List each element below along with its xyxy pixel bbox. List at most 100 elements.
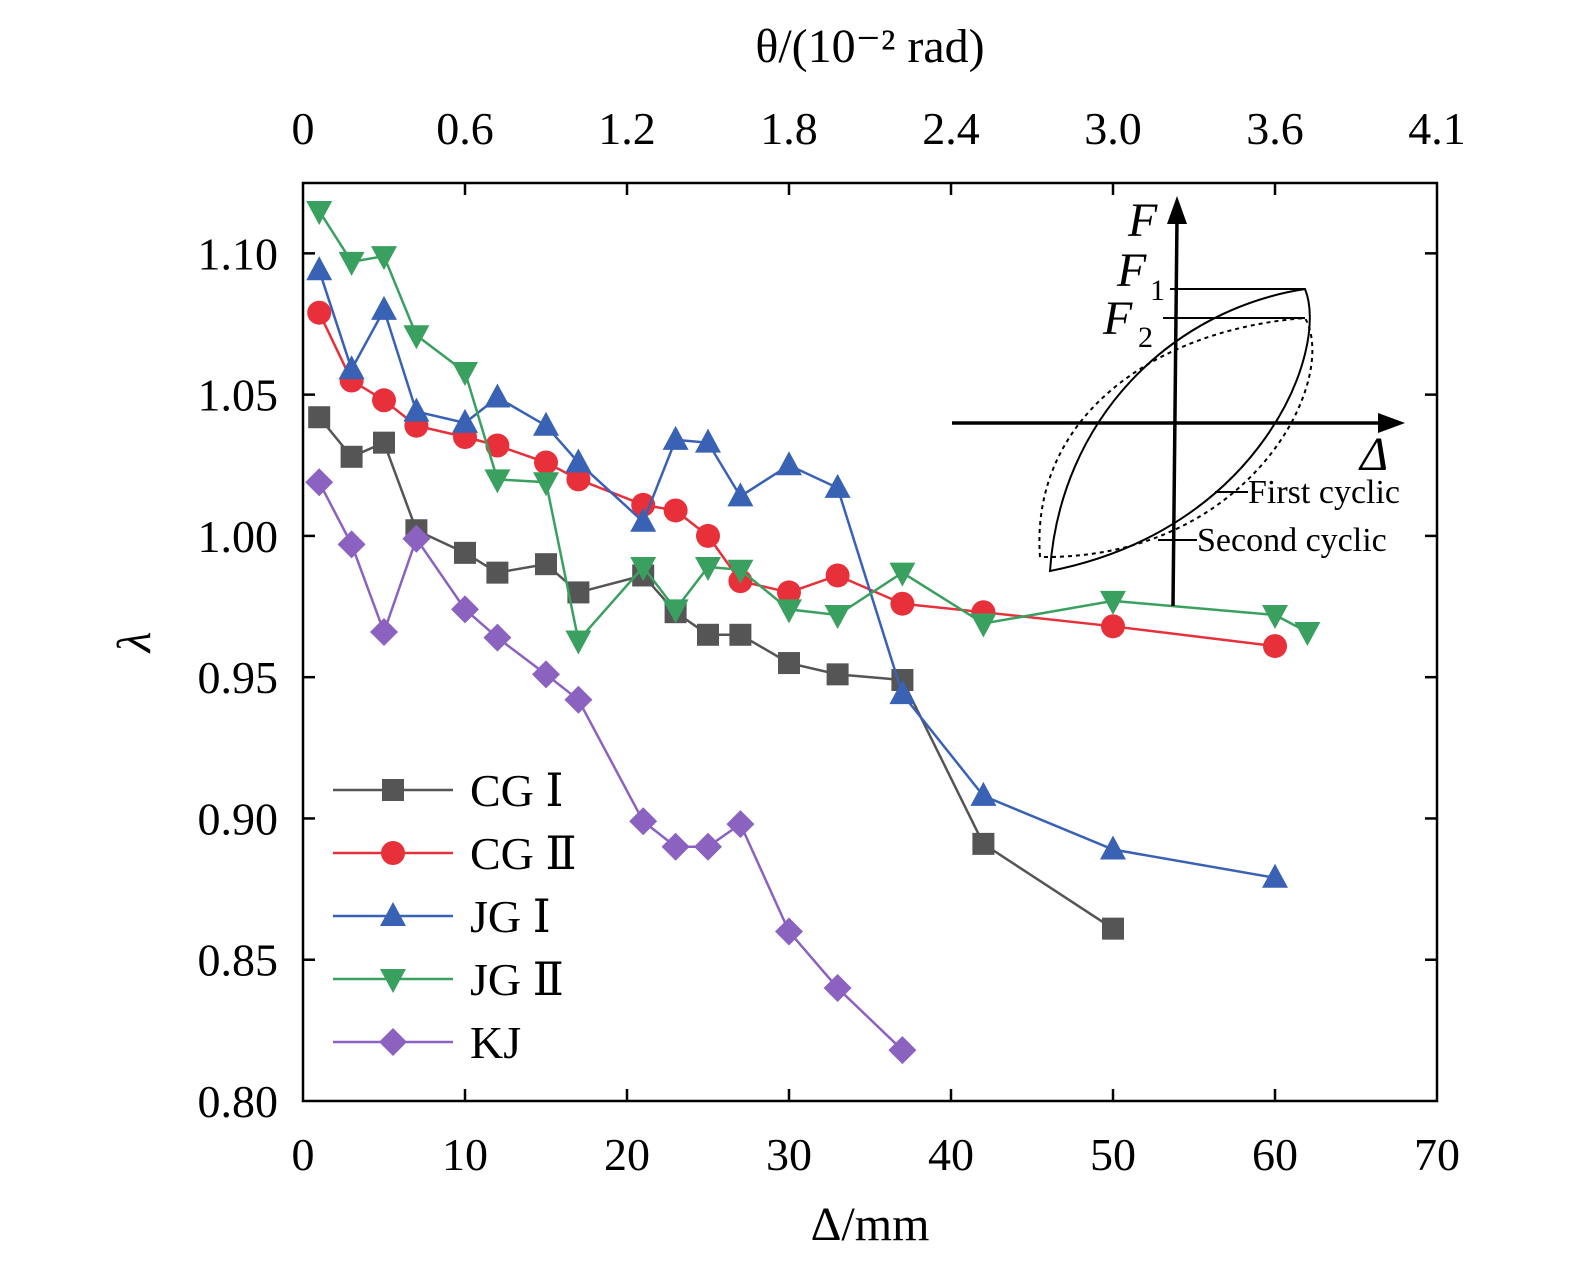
data-point — [454, 541, 476, 564]
data-point — [451, 595, 479, 624]
data-point — [729, 623, 752, 646]
x-tick-label: 30 — [766, 1129, 812, 1180]
plot-frame — [301, 181, 1439, 1103]
data-point — [776, 451, 802, 476]
top-tick-label: 1.8 — [760, 103, 818, 154]
data-point — [695, 428, 721, 453]
data-point — [889, 562, 916, 587]
y-tick-label: 0.80 — [198, 1076, 279, 1127]
first-cycle-label: First cyclic — [1248, 474, 1400, 511]
data-point — [663, 498, 688, 523]
data-point — [631, 492, 656, 517]
data-point — [371, 295, 397, 320]
x-tick-label: 10 — [442, 1129, 488, 1180]
data-point — [308, 406, 331, 429]
inset-f2-subscript: 2 — [1138, 321, 1153, 354]
data-point — [889, 680, 916, 705]
data-point — [452, 362, 478, 387]
data-point — [371, 246, 397, 271]
inset-y-axis — [1171, 217, 1179, 607]
data-point — [630, 507, 657, 532]
data-point — [306, 256, 333, 281]
top-tick-label: 3.0 — [1084, 103, 1142, 154]
data-point — [824, 605, 851, 630]
top-tick-label: 0 — [292, 103, 315, 154]
top-tick-label: 4.1 — [1408, 103, 1466, 154]
inset-f2-label: F — [1102, 292, 1133, 345]
data-point — [340, 445, 363, 468]
top-tick-label: 1.2 — [598, 103, 656, 154]
data-point — [307, 300, 332, 325]
series-line — [318, 481, 904, 1052]
axis-ticks — [303, 183, 1437, 1101]
data-point — [452, 408, 478, 433]
legend-label: CG Ⅰ — [470, 765, 564, 816]
data-point — [370, 617, 398, 646]
data-point — [826, 663, 849, 686]
data-point — [662, 425, 689, 450]
data-point — [306, 200, 333, 225]
data-point — [484, 383, 511, 408]
series-2 — [306, 256, 1288, 888]
data-point — [1101, 614, 1125, 639]
legend: CG Ⅰ CG Ⅱ JG Ⅰ JG Ⅱ KJ — [333, 765, 577, 1068]
legend-label: JG Ⅱ — [470, 954, 564, 1005]
data-point — [825, 563, 850, 588]
data-point — [372, 388, 396, 413]
data-point — [662, 599, 689, 624]
x-tick-label: 40 — [928, 1129, 974, 1180]
inset-delta-axis-label: Δ — [1358, 428, 1388, 481]
data-point — [1294, 621, 1321, 646]
y-axis-title: λ — [108, 632, 161, 655]
data-point — [567, 581, 590, 604]
data-point — [403, 397, 430, 422]
inset-x-arrowhead — [1378, 413, 1405, 433]
x-axis-title: Δ/mm — [811, 1198, 930, 1251]
series-line — [318, 269, 1276, 880]
legend-label: CG Ⅱ — [470, 828, 577, 879]
top-tick-label: 2.4 — [922, 103, 980, 154]
data-point — [533, 411, 559, 436]
data-point — [824, 473, 851, 498]
data-point — [972, 832, 995, 855]
top-tick-label: 0.6 — [436, 103, 494, 154]
data-point — [566, 467, 591, 492]
legend-marker — [380, 969, 406, 993]
data-point — [970, 613, 997, 638]
data-point — [1100, 590, 1126, 615]
data-point — [694, 832, 722, 861]
data-point — [565, 630, 592, 655]
y-tick-label: 0.90 — [198, 793, 279, 844]
data-point — [1263, 634, 1287, 659]
legend-marker — [379, 1028, 407, 1056]
y-tick-label: 0.85 — [198, 935, 279, 986]
data-point — [484, 469, 511, 494]
data-point — [661, 832, 690, 861]
data-point — [485, 433, 510, 458]
data-point — [1262, 863, 1288, 888]
data-point — [305, 468, 334, 497]
inset-y-arrowhead — [1167, 196, 1187, 224]
x-tick-label: 20 — [604, 1129, 650, 1180]
data-point — [403, 325, 430, 350]
y-tick-label: 0.95 — [198, 652, 279, 703]
series-layer — [305, 200, 1321, 1065]
legend-label: KJ — [470, 1017, 521, 1068]
inset-f1-subscript: 1 — [1150, 274, 1165, 307]
legend-marker — [381, 841, 405, 865]
data-point — [564, 685, 593, 714]
data-point — [1100, 835, 1126, 860]
series-0 — [308, 406, 1124, 940]
data-point — [535, 553, 557, 576]
data-point — [777, 580, 801, 605]
series-3 — [306, 200, 1321, 655]
tick-labels: 0 10 20 30 40 50 60 70 0 0.6 1.2 1.8 2.4 3.0 3.6 4.1 0.8… — [198, 103, 1466, 1180]
data-point — [1102, 917, 1124, 940]
data-point — [697, 623, 719, 646]
legend-marker — [380, 902, 406, 926]
data-point — [823, 973, 852, 1002]
hysteresis-inset: F Δ F 1 F 2 First cyclic Second cyclic — [952, 194, 1405, 607]
legend-marker — [382, 779, 404, 801]
data-point — [630, 556, 657, 581]
